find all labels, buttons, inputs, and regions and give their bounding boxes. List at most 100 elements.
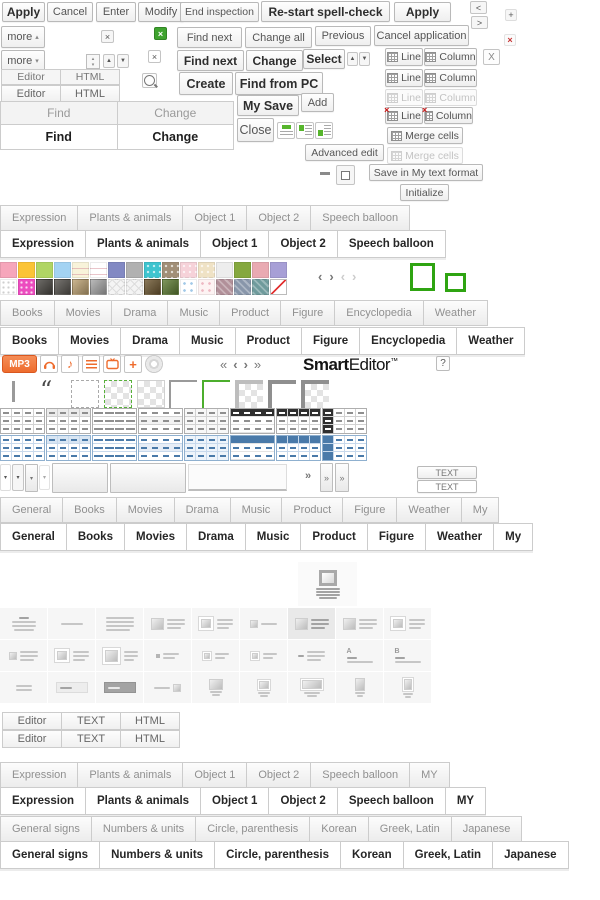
- palette-swatch[interactable]: [36, 262, 53, 278]
- playlist-button[interactable]: [82, 355, 100, 373]
- table-style-blue-col-dark[interactable]: [322, 435, 367, 461]
- page-next-button[interactable]: >: [471, 16, 488, 29]
- palette-swatch[interactable]: [90, 279, 107, 295]
- tab-japanese[interactable]: Japanese: [493, 842, 568, 868]
- tab-object-1[interactable]: Object 1: [201, 788, 270, 814]
- find-next-button[interactable]: Find next: [177, 27, 242, 48]
- tab-html[interactable]: HTML: [61, 70, 119, 84]
- apply-bold-button[interactable]: Apply: [394, 2, 451, 22]
- table-style-gray-hlines[interactable]: [92, 408, 137, 434]
- tab-html[interactable]: HTML: [121, 713, 179, 729]
- layout-icon-dot-line[interactable]: [144, 640, 191, 671]
- tab-weather[interactable]: Weather: [397, 498, 462, 522]
- palette-swatch[interactable]: [234, 279, 251, 295]
- change-bold-button[interactable]: Change: [246, 50, 303, 71]
- align-image-bottom-button[interactable]: [315, 122, 333, 139]
- layout-icon-img-cap[interactable]: [192, 672, 239, 703]
- layout-icon-banner[interactable]: [48, 672, 95, 703]
- tab-figure[interactable]: Figure: [367, 524, 426, 550]
- help-button[interactable]: ?: [436, 356, 450, 371]
- tab-weather[interactable]: Weather: [425, 524, 495, 550]
- first-page-icon[interactable]: «: [220, 357, 228, 372]
- tab-general-signs[interactable]: General signs: [1, 817, 92, 841]
- plus-icon[interactable]: +: [505, 9, 517, 21]
- resize-box-button[interactable]: [336, 165, 355, 185]
- tab-object-1[interactable]: Object 1: [183, 763, 248, 787]
- tab-music[interactable]: Music: [245, 524, 302, 550]
- align-image-left-button[interactable]: [296, 122, 314, 139]
- align-image-top-button[interactable]: [277, 122, 295, 139]
- layout-icon-imgf-port-cap[interactable]: [384, 672, 431, 703]
- magnifier-icon[interactable]: [142, 73, 157, 88]
- tab-text[interactable]: TEXT: [62, 713, 121, 729]
- tab-my[interactable]: My: [461, 498, 499, 522]
- add-button[interactable]: Add: [301, 93, 334, 112]
- tab-drama[interactable]: Drama: [112, 301, 169, 325]
- tab-drama[interactable]: Drama: [121, 328, 180, 354]
- insert-line-2-button[interactable]: Line: [385, 69, 423, 87]
- layout-icon-para[interactable]: [96, 608, 143, 639]
- cancel-application-button[interactable]: Cancel application: [374, 25, 469, 46]
- table-style-blue-grid2[interactable]: [184, 435, 229, 461]
- table-style-gray-header-grid[interactable]: [276, 408, 321, 434]
- last-page-icon[interactable]: »: [253, 357, 262, 372]
- dropdown-arrow-4[interactable]: ▾: [39, 465, 50, 490]
- palette-swatch[interactable]: [18, 262, 35, 278]
- layout-icon-line1[interactable]: [48, 608, 95, 639]
- table-style-gray-header[interactable]: [230, 408, 275, 434]
- tab-my[interactable]: My: [494, 524, 533, 550]
- tab-editor[interactable]: Editor: [3, 713, 62, 729]
- prev-page-icon[interactable]: ‹: [318, 269, 323, 284]
- layout-icon-img-para[interactable]: [336, 608, 383, 639]
- tab-movies[interactable]: Movies: [59, 328, 122, 354]
- tab-object-2[interactable]: Object 2: [247, 206, 312, 230]
- spinner-up-icon[interactable]: ▴: [91, 55, 95, 62]
- tab-books[interactable]: Books: [1, 301, 55, 325]
- palette-swatch[interactable]: [162, 279, 179, 295]
- mp3-button[interactable]: MP3: [2, 355, 37, 373]
- layout-icon-imgxs-line[interactable]: [192, 640, 239, 671]
- find-next-bold-button[interactable]: Find next: [177, 50, 244, 71]
- layout-icon-imgf-para[interactable]: [48, 640, 95, 671]
- select-up-button[interactable]: ▲: [347, 52, 358, 66]
- divider-style-icon[interactable]: [12, 381, 15, 402]
- number-spinner[interactable]: ▴ ▾: [86, 54, 100, 69]
- tab-editor[interactable]: Editor: [2, 86, 61, 102]
- minus-icon[interactable]: [320, 172, 330, 175]
- dropdown-arrow-1[interactable]: ▾: [0, 464, 11, 491]
- table-style-blue-grid[interactable]: [0, 435, 45, 461]
- tab-japanese[interactable]: Japanese: [451, 817, 522, 841]
- spinner-down-icon[interactable]: ▾: [91, 61, 95, 68]
- tab-weather[interactable]: Weather: [457, 328, 525, 354]
- tab-books[interactable]: Books: [1, 328, 60, 354]
- palette-swatch[interactable]: [108, 262, 125, 278]
- palette-swatch[interactable]: [162, 262, 179, 278]
- select-down-button[interactable]: ▼: [359, 52, 370, 66]
- close-icon-2[interactable]: ×: [148, 50, 161, 63]
- expand-button-2[interactable]: »: [335, 463, 349, 492]
- add-media-button[interactable]: +: [124, 355, 142, 373]
- tab-change[interactable]: Change: [117, 125, 233, 149]
- text-mode-button[interactable]: TEXT: [417, 466, 477, 479]
- end-inspection-button[interactable]: End inspection: [180, 2, 259, 22]
- layout-icon-img-para-sel[interactable]: [288, 608, 335, 639]
- palette-swatch[interactable]: [0, 279, 17, 295]
- palette-swatch[interactable]: [90, 262, 107, 278]
- tab-music[interactable]: Music: [230, 498, 283, 522]
- table-style-gray-col-dark[interactable]: [322, 408, 367, 434]
- table-style-gray-grid-tint[interactable]: [46, 408, 91, 434]
- tab-plants-animals[interactable]: Plants & animals: [86, 788, 202, 814]
- palette-swatch[interactable]: [270, 262, 287, 278]
- tab-general-signs[interactable]: General signs: [1, 842, 101, 868]
- tab-greek-latin[interactable]: Greek, Latin: [403, 842, 494, 868]
- enter-button[interactable]: Enter: [96, 2, 136, 22]
- palette-swatch[interactable]: [252, 279, 269, 295]
- previous-button[interactable]: Previous: [315, 26, 371, 46]
- tab-my[interactable]: MY: [445, 788, 486, 814]
- tab-drama[interactable]: Drama: [186, 524, 246, 550]
- tab-product[interactable]: Product: [220, 301, 282, 325]
- next-page-icon[interactable]: ›: [329, 269, 334, 284]
- green-frame-large[interactable]: [410, 263, 435, 291]
- tab-music[interactable]: Music: [168, 301, 221, 325]
- layout-icon-imgs-line[interactable]: [240, 608, 287, 639]
